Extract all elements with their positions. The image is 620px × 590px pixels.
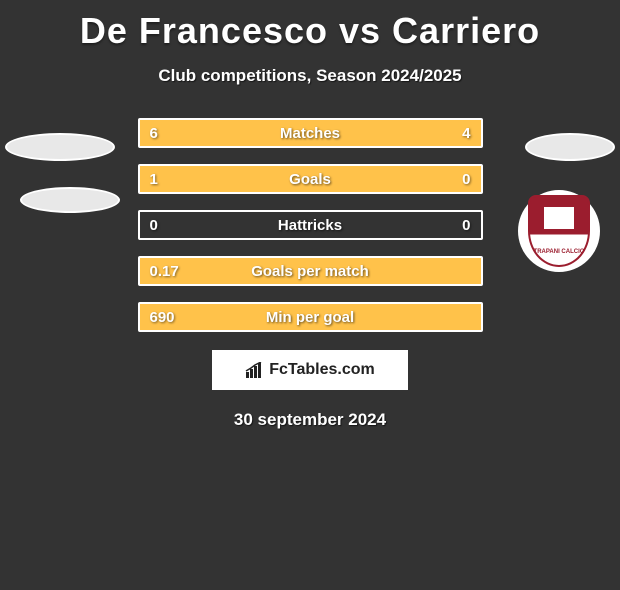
club-badge-shield: TRAPANI CALCIO <box>528 195 590 267</box>
subtitle: Club competitions, Season 2024/2025 <box>0 66 620 86</box>
branding-text: FcTables.com <box>269 361 375 379</box>
stat-row-min-per-goal: 690 Min per goal <box>138 302 483 332</box>
stat-value-right: 4 <box>462 125 470 142</box>
stat-label: Goals per match <box>140 263 481 280</box>
stats-container: 6 Matches 4 1 Goals 0 0 Hattricks 0 0.17… <box>138 118 483 332</box>
player-left-avatar-2 <box>20 187 120 213</box>
stat-label: Matches <box>140 125 481 142</box>
club-badge-castle-icon <box>544 207 574 229</box>
club-badge: TRAPANI CALCIO <box>518 190 600 272</box>
branding-banner: FcTables.com <box>212 350 408 390</box>
stat-label: Goals <box>140 171 481 188</box>
stat-row-hattricks: 0 Hattricks 0 <box>138 210 483 240</box>
stat-row-goals-per-match: 0.17 Goals per match <box>138 256 483 286</box>
stat-label: Min per goal <box>140 309 481 326</box>
chart-icon <box>245 362 265 378</box>
stat-row-matches: 6 Matches 4 <box>138 118 483 148</box>
stat-label: Hattricks <box>140 217 481 234</box>
date-text: 30 september 2024 <box>0 410 620 430</box>
club-badge-label: TRAPANI CALCIO <box>530 249 588 255</box>
stat-row-goals: 1 Goals 0 <box>138 164 483 194</box>
player-left-avatar-1 <box>5 133 115 161</box>
stat-value-right: 0 <box>462 217 470 234</box>
page-title: De Francesco vs Carriero <box>0 10 620 52</box>
stat-value-right: 0 <box>462 171 470 188</box>
player-right-avatar <box>525 133 615 161</box>
